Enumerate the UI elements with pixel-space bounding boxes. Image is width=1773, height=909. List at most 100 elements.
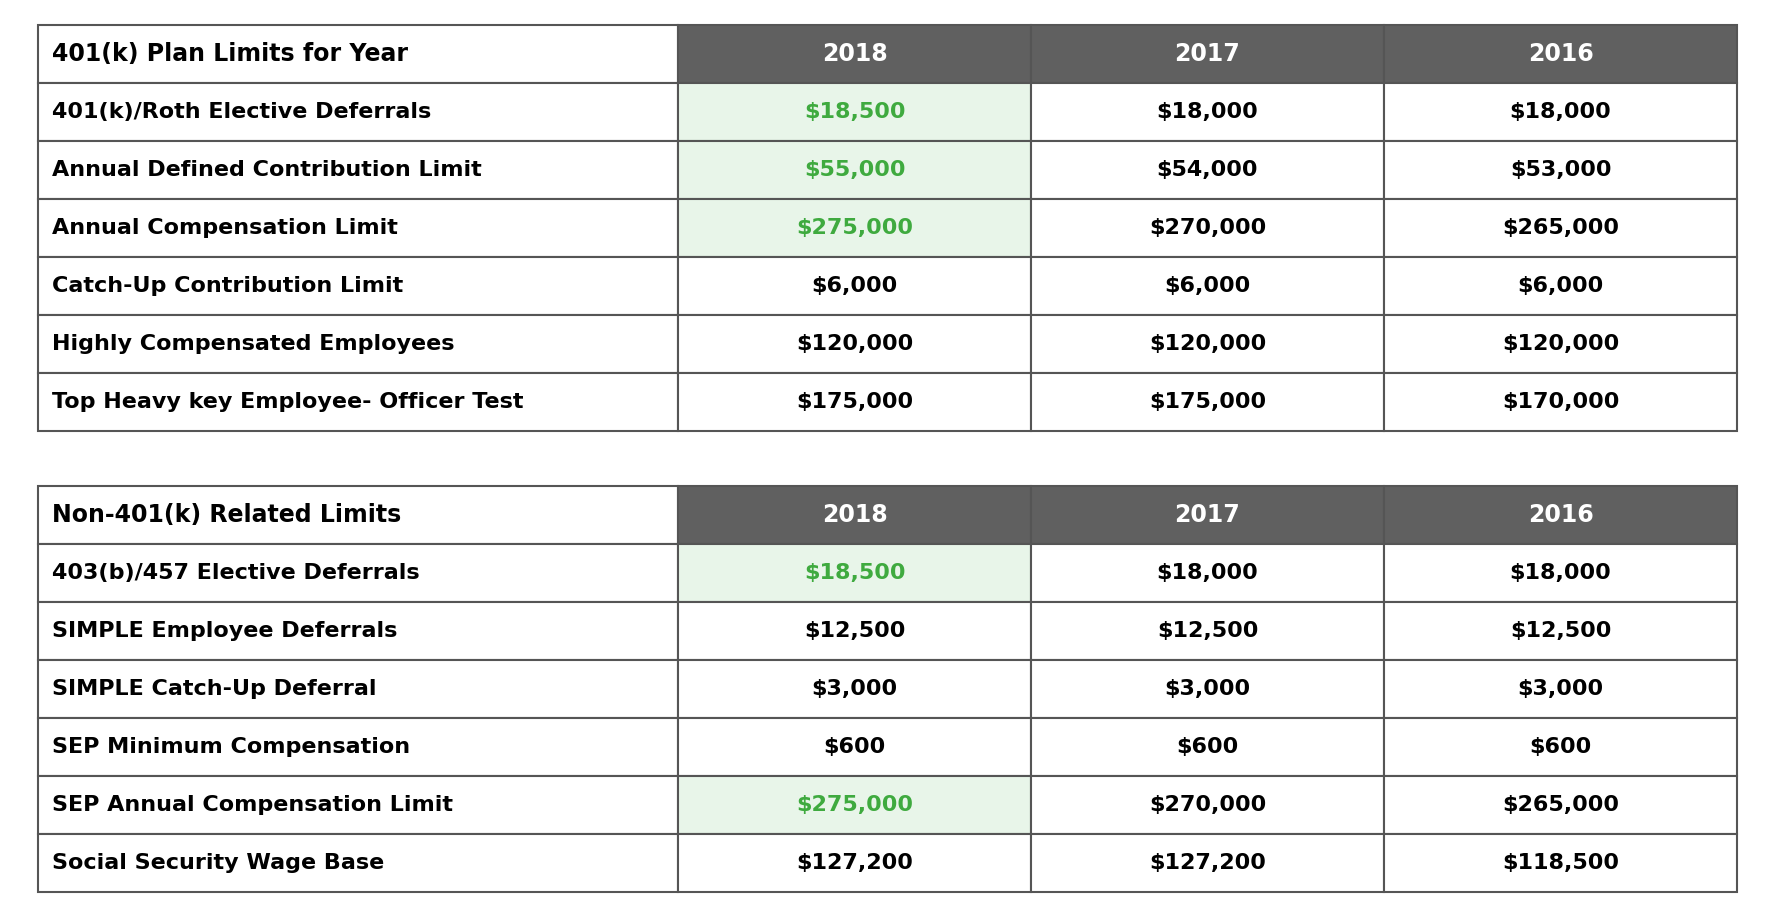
Text: SEP Annual Compensation Limit: SEP Annual Compensation Limit: [51, 795, 452, 815]
Bar: [677, 199, 1030, 257]
Bar: [1383, 718, 1736, 776]
Text: $120,000: $120,000: [796, 334, 913, 354]
Text: $275,000: $275,000: [796, 218, 913, 238]
Text: $12,500: $12,500: [803, 621, 904, 641]
Bar: [1030, 486, 1383, 544]
Bar: [37, 141, 677, 199]
Text: Top Heavy key Employee- Officer Test: Top Heavy key Employee- Officer Test: [51, 392, 523, 412]
Text: $18,000: $18,000: [1509, 563, 1610, 583]
Text: $12,500: $12,500: [1156, 621, 1257, 641]
Text: $18,000: $18,000: [1156, 102, 1257, 122]
Text: 403(b)/457 Elective Deferrals: 403(b)/457 Elective Deferrals: [51, 563, 420, 583]
Bar: [1383, 257, 1736, 315]
Bar: [1383, 776, 1736, 834]
Text: 401(k) Plan Limits for Year: 401(k) Plan Limits for Year: [51, 42, 408, 66]
Bar: [677, 776, 1030, 834]
Text: $6,000: $6,000: [1163, 276, 1250, 296]
Text: $18,000: $18,000: [1509, 102, 1610, 122]
Bar: [37, 315, 677, 373]
Text: $600: $600: [823, 737, 885, 757]
Bar: [677, 660, 1030, 718]
Bar: [37, 544, 677, 602]
Bar: [1383, 602, 1736, 660]
Bar: [1030, 660, 1383, 718]
Bar: [37, 199, 677, 257]
Bar: [1383, 199, 1736, 257]
Text: $53,000: $53,000: [1509, 160, 1610, 180]
Text: $18,000: $18,000: [1156, 563, 1257, 583]
Text: Highly Compensated Employees: Highly Compensated Employees: [51, 334, 454, 354]
Bar: [1383, 373, 1736, 431]
Text: 2016: 2016: [1527, 42, 1592, 66]
Bar: [677, 257, 1030, 315]
Text: Social Security Wage Base: Social Security Wage Base: [51, 853, 385, 873]
Bar: [37, 718, 677, 776]
Text: Catch-Up Contribution Limit: Catch-Up Contribution Limit: [51, 276, 402, 296]
Text: 401(k)/Roth Elective Deferrals: 401(k)/Roth Elective Deferrals: [51, 102, 431, 122]
Text: $3,000: $3,000: [1516, 679, 1603, 699]
Bar: [1030, 257, 1383, 315]
Bar: [37, 83, 677, 141]
Bar: [37, 486, 677, 544]
Text: $270,000: $270,000: [1149, 218, 1266, 238]
Text: $120,000: $120,000: [1149, 334, 1266, 354]
Bar: [1030, 718, 1383, 776]
Text: $18,500: $18,500: [803, 102, 904, 122]
Bar: [37, 602, 677, 660]
Text: $265,000: $265,000: [1502, 218, 1619, 238]
Text: $170,000: $170,000: [1502, 392, 1619, 412]
Bar: [1030, 373, 1383, 431]
Text: $120,000: $120,000: [1502, 334, 1619, 354]
Bar: [37, 776, 677, 834]
Bar: [1030, 776, 1383, 834]
Bar: [37, 257, 677, 315]
Bar: [37, 373, 677, 431]
Text: $270,000: $270,000: [1149, 795, 1266, 815]
Text: $6,000: $6,000: [810, 276, 897, 296]
Text: $265,000: $265,000: [1502, 795, 1619, 815]
Bar: [1030, 83, 1383, 141]
Text: $55,000: $55,000: [803, 160, 904, 180]
Text: $600: $600: [1175, 737, 1238, 757]
Bar: [1383, 141, 1736, 199]
Text: 2018: 2018: [821, 42, 886, 66]
Bar: [1030, 199, 1383, 257]
Bar: [677, 25, 1030, 83]
Bar: [677, 544, 1030, 602]
Text: $600: $600: [1528, 737, 1590, 757]
Bar: [677, 602, 1030, 660]
Bar: [677, 315, 1030, 373]
Text: $54,000: $54,000: [1156, 160, 1257, 180]
Text: $127,200: $127,200: [796, 853, 913, 873]
Text: 2018: 2018: [821, 503, 886, 527]
Bar: [1383, 544, 1736, 602]
Bar: [1030, 834, 1383, 892]
Bar: [1383, 83, 1736, 141]
Text: $175,000: $175,000: [1149, 392, 1266, 412]
Text: $127,200: $127,200: [1149, 853, 1266, 873]
Text: $12,500: $12,500: [1509, 621, 1610, 641]
Text: $175,000: $175,000: [796, 392, 913, 412]
Bar: [1030, 544, 1383, 602]
Text: Annual Compensation Limit: Annual Compensation Limit: [51, 218, 397, 238]
Bar: [37, 660, 677, 718]
Text: SEP Minimum Compensation: SEP Minimum Compensation: [51, 737, 410, 757]
Bar: [677, 141, 1030, 199]
Text: SIMPLE Employee Deferrals: SIMPLE Employee Deferrals: [51, 621, 397, 641]
Text: 2017: 2017: [1174, 503, 1239, 527]
Text: $3,000: $3,000: [1163, 679, 1250, 699]
Bar: [37, 834, 677, 892]
Text: 2017: 2017: [1174, 42, 1239, 66]
Bar: [1383, 660, 1736, 718]
Text: $3,000: $3,000: [810, 679, 897, 699]
Text: Annual Defined Contribution Limit: Annual Defined Contribution Limit: [51, 160, 482, 180]
Bar: [1383, 315, 1736, 373]
Bar: [1383, 486, 1736, 544]
Bar: [1030, 141, 1383, 199]
Bar: [677, 486, 1030, 544]
Bar: [677, 718, 1030, 776]
Bar: [1030, 602, 1383, 660]
Text: $118,500: $118,500: [1502, 853, 1619, 873]
Bar: [677, 373, 1030, 431]
Text: SIMPLE Catch-Up Deferral: SIMPLE Catch-Up Deferral: [51, 679, 376, 699]
